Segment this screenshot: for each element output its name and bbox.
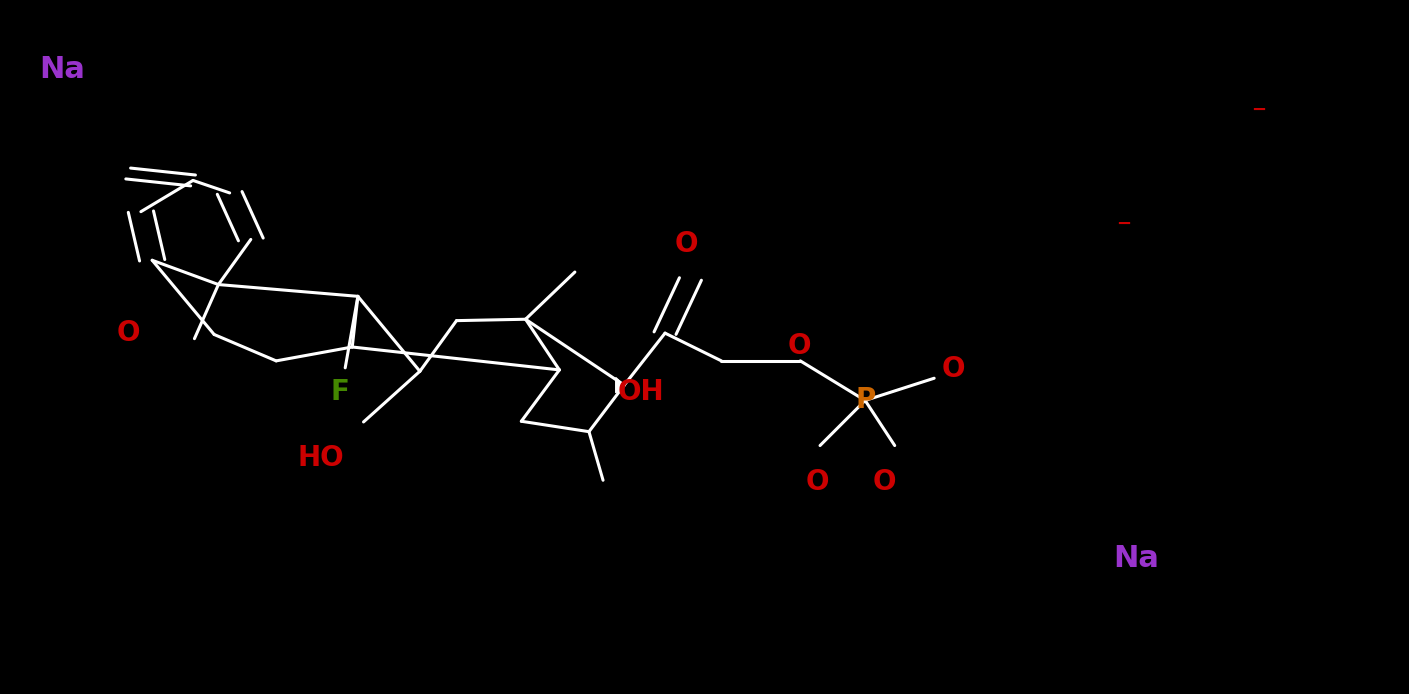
Text: Na: Na bbox=[39, 55, 86, 84]
Polygon shape bbox=[616, 378, 624, 393]
Text: O: O bbox=[806, 468, 830, 496]
Text: Na: Na bbox=[1113, 544, 1160, 573]
Text: O: O bbox=[874, 468, 896, 496]
Text: −: − bbox=[1116, 214, 1131, 232]
Text: OH: OH bbox=[617, 378, 665, 406]
Text: HO: HO bbox=[297, 444, 345, 472]
Text: O: O bbox=[941, 355, 965, 383]
Text: −: − bbox=[1251, 101, 1267, 119]
Text: O: O bbox=[788, 332, 810, 359]
Text: P: P bbox=[855, 387, 875, 414]
Text: O: O bbox=[675, 230, 697, 258]
Text: F: F bbox=[330, 378, 349, 406]
Text: O: O bbox=[117, 319, 139, 347]
